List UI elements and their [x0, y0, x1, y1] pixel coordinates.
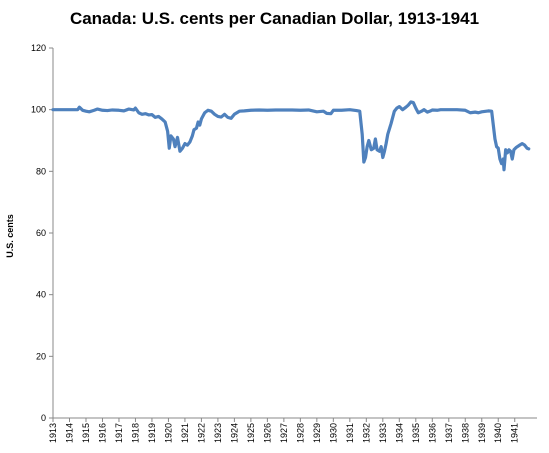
- y-tick-label: 60: [36, 228, 46, 238]
- x-tick-label: 1937: [444, 423, 454, 443]
- x-tick-label: 1924: [229, 423, 239, 443]
- x-tick-label: 1919: [147, 423, 157, 443]
- x-tick-label: 1928: [295, 423, 305, 443]
- y-tick-label: 120: [31, 43, 46, 53]
- x-tick-label: 1921: [180, 423, 190, 443]
- x-tick-label: 1922: [196, 423, 206, 443]
- y-tick-label: 80: [36, 166, 46, 176]
- x-tick-label: 1918: [130, 423, 140, 443]
- x-tick-label: 1935: [411, 423, 421, 443]
- x-tick-label: 1930: [328, 423, 338, 443]
- x-tick-label: 1932: [361, 423, 371, 443]
- x-tick-label: 1923: [213, 423, 223, 443]
- x-tick-label: 1938: [460, 423, 470, 443]
- x-tick-label: 1915: [81, 423, 91, 443]
- x-tick-label: 1920: [163, 423, 173, 443]
- series-line: [51, 100, 531, 172]
- x-tick-label: 1913: [48, 423, 58, 443]
- x-tick-label: 1941: [510, 423, 520, 443]
- x-tick-label: 1917: [114, 423, 124, 443]
- x-tick-label: 1940: [493, 423, 503, 443]
- x-tick-label: 1926: [262, 423, 272, 443]
- x-tick-label: 1925: [246, 423, 256, 443]
- chart-title: Canada: U.S. cents per Canadian Dollar, …: [69, 9, 480, 28]
- x-tick-label: 1934: [394, 423, 404, 443]
- x-tick-label: 1929: [312, 423, 322, 443]
- x-tick-label: 1933: [378, 423, 388, 443]
- x-tick-label: 1931: [345, 423, 355, 443]
- x-tick-label: 1927: [279, 423, 289, 443]
- x-tick-label: 1939: [477, 423, 487, 443]
- x-tick-label: 1916: [97, 423, 107, 443]
- x-tick-label: 1914: [64, 423, 74, 443]
- x-tick-label: 1936: [427, 423, 437, 443]
- y-tick-label: 20: [36, 351, 46, 361]
- y-tick-label: 0: [41, 413, 46, 423]
- y-tick-label: 40: [36, 290, 46, 300]
- y-tick-label: 100: [31, 105, 46, 115]
